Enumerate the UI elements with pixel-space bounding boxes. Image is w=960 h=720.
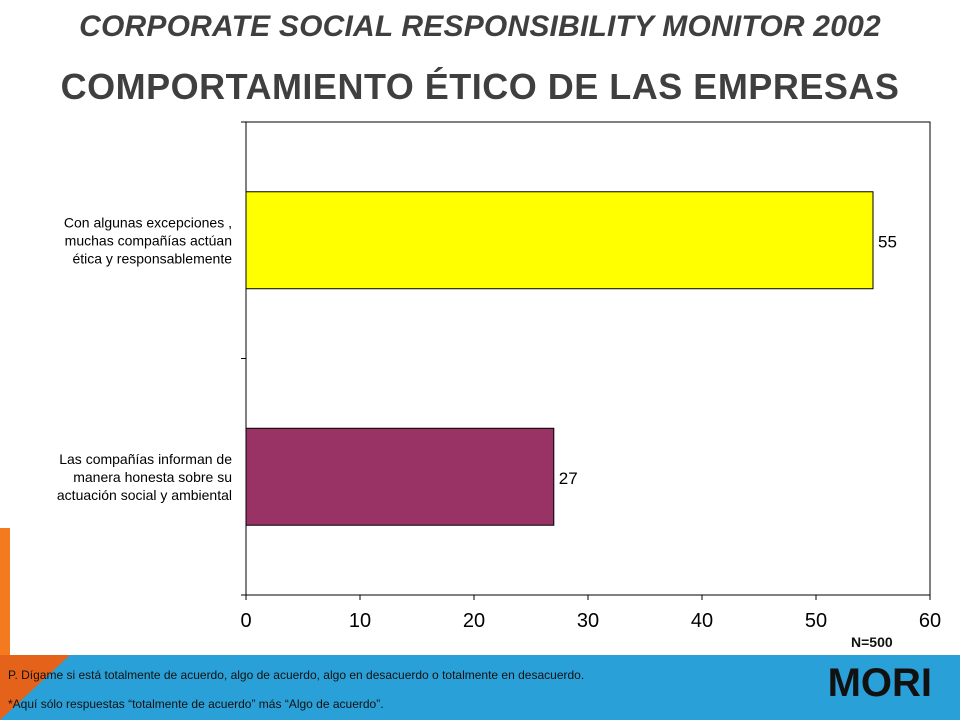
x-tick-label: 10: [349, 610, 371, 632]
category-label: ética y responsablemente: [72, 250, 232, 266]
header-title: CORPORATE SOCIAL RESPONSIBILITY MONITOR …: [79, 10, 881, 43]
x-tick-label: 40: [691, 610, 713, 632]
accent-stripe: [0, 528, 10, 668]
footer-corner-accent: [0, 655, 70, 720]
category-label: Con algunas excepciones ,: [64, 214, 232, 230]
x-tick-label: 20: [463, 610, 485, 632]
x-tick-label: 0: [240, 610, 251, 632]
mori-logo: MORI: [827, 661, 932, 705]
bar: [245, 191, 874, 290]
footer-band: [0, 655, 960, 720]
x-tick-label: 60: [919, 610, 941, 632]
data-label: 55: [878, 232, 897, 251]
category-label: actuación social y ambiental: [57, 487, 232, 503]
category-label: manera honesta sobre su: [73, 469, 232, 485]
sample-size-label: N=500: [851, 634, 893, 650]
footer-question: P. Dígame si está totalmente de acuerdo,…: [8, 668, 585, 682]
data-label: 27: [559, 469, 578, 488]
x-tick-label: 50: [805, 610, 827, 632]
chart-title: COMPORTAMIENTO ÉTICO DE LAS EMPRESAS: [60, 66, 900, 107]
bar: [245, 427, 555, 526]
category-label: Las compañías informan de: [59, 451, 232, 467]
footer-note: *Aquí sólo respuestas “totalmente de acu…: [8, 697, 384, 711]
category-label: muchas compañías actúan: [65, 232, 232, 248]
bar-chart: 0 10 20 30 40 50 60 55 Con algunas excepciones ,…: [57, 121, 941, 632]
x-tick-label: 30: [577, 610, 599, 632]
